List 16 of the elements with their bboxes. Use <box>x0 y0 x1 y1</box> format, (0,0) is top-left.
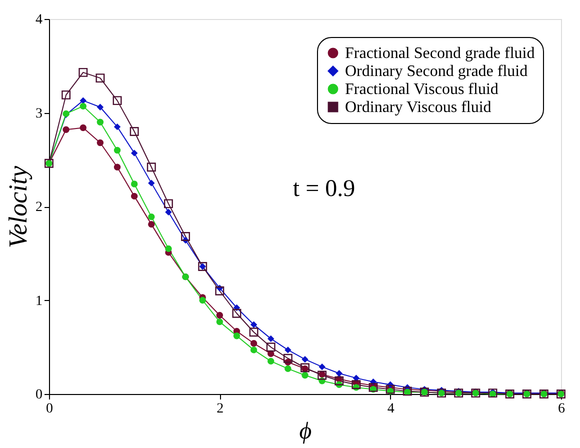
legend-label: Ordinary Second grade fluid <box>345 63 528 80</box>
x-tick-label: 4 <box>387 402 394 416</box>
annotation: t = 0.9 <box>292 176 356 202</box>
x-tick-label: 2 <box>216 402 224 416</box>
y-tick-label: 0 <box>36 388 42 402</box>
y-tick-label: 1 <box>36 294 42 309</box>
y-tick-label: 2 <box>36 200 42 215</box>
legend-label: Fractional Second grade fluid <box>345 45 535 62</box>
y-tick-label: 4 <box>36 12 42 28</box>
y-axis-title: Velocity <box>4 165 32 248</box>
y-tick-label: 3 <box>36 106 42 122</box>
legend-label: Fractional Viscous fluid <box>345 81 498 98</box>
x-axis-title: ϕ <box>299 418 312 444</box>
x-tick-label: 0 <box>46 402 53 416</box>
legend-label: Ordinary Viscous fluid <box>345 99 492 116</box>
x-tick-label: 6 <box>558 402 565 416</box>
